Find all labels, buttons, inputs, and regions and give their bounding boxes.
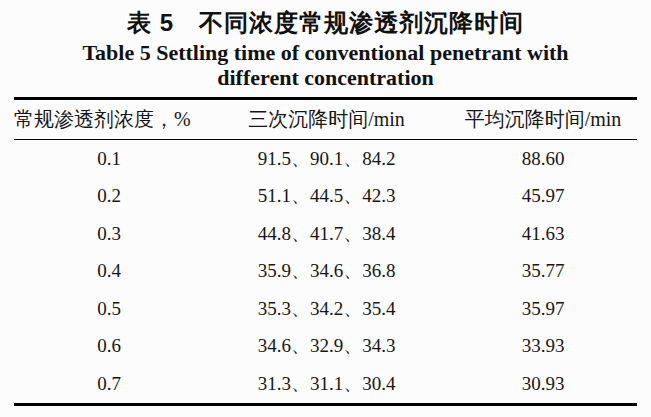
average-time-cell: 88.60 [449, 140, 637, 178]
concentration-cell: 0.5 [14, 290, 204, 328]
average-time-cell: 30.93 [449, 365, 637, 404]
table-row: 0.435.9、34.6、36.835.77 [14, 253, 637, 291]
concentration-cell: 0.7 [14, 365, 204, 404]
table-header-row: 常规渗透剂浓度，% 三次沉降时间/min 平均沉降时间/min [14, 99, 637, 140]
average-time-cell: 45.97 [449, 178, 637, 216]
settling-times-cell: 35.3、34.2、35.4 [204, 290, 449, 328]
table-row: 0.251.1、44.5、42.345.97 [14, 178, 637, 216]
table-caption-chinese: 表 5 不同浓度常规渗透剂沉降时间 [0, 0, 651, 38]
table-caption-english-line1: Table 5 Settling time of conventional pe… [0, 40, 651, 65]
settling-time-table: 常规渗透剂浓度，% 三次沉降时间/min 平均沉降时间/min 0.191.5、… [14, 97, 637, 406]
concentration-cell: 0.6 [14, 328, 204, 366]
table-row: 0.191.5、90.1、84.288.60 [14, 140, 637, 178]
concentration-cell: 0.3 [14, 215, 204, 253]
settling-times-cell: 34.6、32.9、34.3 [204, 328, 449, 366]
concentration-cell: 0.1 [14, 140, 204, 178]
table-row: 0.634.6、32.9、34.333.93 [14, 328, 637, 366]
settling-times-cell: 31.3、31.1、30.4 [204, 365, 449, 404]
table-row: 0.731.3、31.1、30.430.93 [14, 365, 637, 404]
table-body: 0.191.5、90.1、84.288.600.251.1、44.5、42.34… [14, 140, 637, 405]
table-caption-english: Table 5 Settling time of conventional pe… [0, 40, 651, 90]
header-three-settling-times: 三次沉降时间/min [204, 99, 449, 140]
header-concentration: 常规渗透剂浓度，% [14, 99, 204, 140]
average-time-cell: 35.77 [449, 253, 637, 291]
settling-times-cell: 35.9、34.6、36.8 [204, 253, 449, 291]
settling-times-cell: 51.1、44.5、42.3 [204, 178, 449, 216]
settling-times-cell: 44.8、41.7、38.4 [204, 215, 449, 253]
table-figure: 表 5 不同浓度常规渗透剂沉降时间 Table 5 Settling time … [0, 0, 651, 417]
average-time-cell: 33.93 [449, 328, 637, 366]
table-row: 0.535.3、34.2、35.435.97 [14, 290, 637, 328]
header-average-settling-time: 平均沉降时间/min [449, 99, 637, 140]
table-row: 0.344.8、41.7、38.441.63 [14, 215, 637, 253]
table-caption-english-line2: different concentration [0, 65, 651, 90]
settling-times-cell: 91.5、90.1、84.2 [204, 140, 449, 178]
concentration-cell: 0.4 [14, 253, 204, 291]
average-time-cell: 41.63 [449, 215, 637, 253]
average-time-cell: 35.97 [449, 290, 637, 328]
concentration-cell: 0.2 [14, 178, 204, 216]
